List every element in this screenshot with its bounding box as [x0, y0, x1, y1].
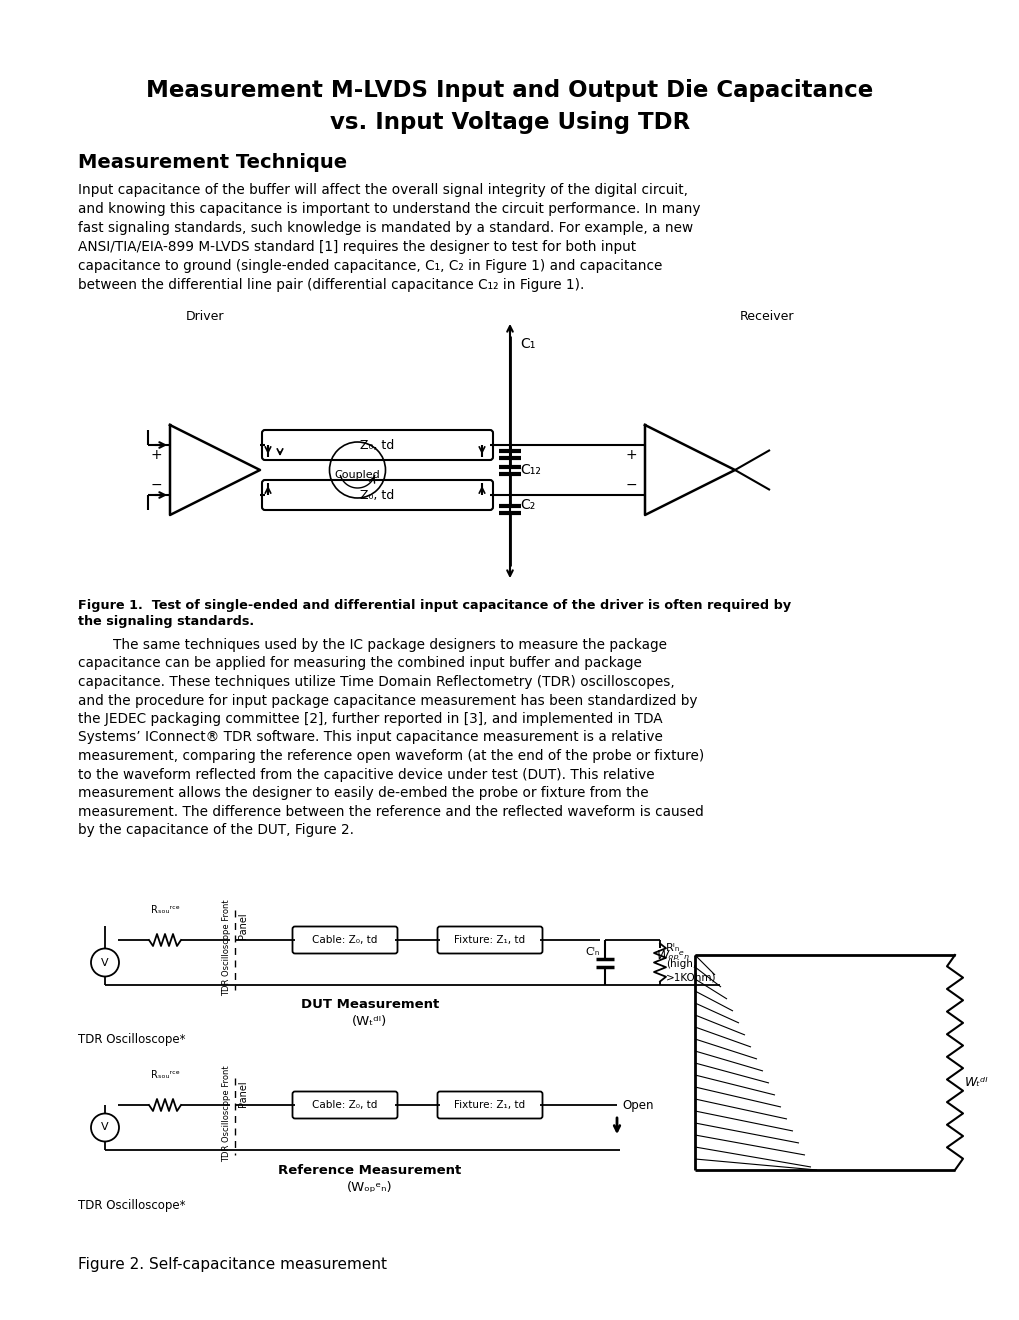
Text: −: − — [625, 478, 637, 492]
FancyBboxPatch shape — [262, 480, 492, 510]
Text: TDR Oscilloscope Front: TDR Oscilloscope Front — [222, 899, 231, 995]
Text: Panel: Panel — [237, 912, 248, 939]
Text: the JEDEC packaging committee [2], further reported in [3], and implemented in T: the JEDEC packaging committee [2], furth… — [77, 711, 662, 726]
Text: measurement allows the designer to easily de-embed the probe or fixture from the: measurement allows the designer to easil… — [77, 785, 648, 800]
FancyBboxPatch shape — [262, 430, 492, 459]
Text: Receiver: Receiver — [739, 310, 794, 323]
Text: V: V — [101, 1122, 109, 1133]
FancyBboxPatch shape — [292, 1092, 397, 1118]
Text: Rᴵₙ: Rᴵₙ — [665, 942, 680, 953]
Text: Measurement M-LVDS Input and Output Die Capacitance: Measurement M-LVDS Input and Output Die … — [147, 78, 872, 102]
Text: Z₀, td: Z₀, td — [360, 488, 394, 502]
Text: vs. Input Voltage Using TDR: vs. Input Voltage Using TDR — [329, 111, 690, 133]
Text: Wₒₚᵉₙ: Wₒₚᵉₙ — [656, 949, 689, 961]
Text: capacitance. These techniques utilize Time Domain Reflectometry (TDR) oscillosco: capacitance. These techniques utilize Ti… — [77, 675, 675, 689]
Text: Cable: Z₀, td: Cable: Z₀, td — [312, 1100, 377, 1110]
Text: fast signaling standards, such knowledge is mandated by a standard. For example,: fast signaling standards, such knowledge… — [77, 220, 693, 235]
Text: Panel: Panel — [237, 1080, 248, 1106]
Text: (Wₜᵈᴵ): (Wₜᵈᴵ) — [352, 1015, 387, 1028]
Text: Fixture: Z₁, td: Fixture: Z₁, td — [454, 1100, 525, 1110]
Text: V: V — [101, 957, 109, 968]
FancyBboxPatch shape — [437, 1092, 542, 1118]
Text: and the procedure for input package capacitance measurement has been standardize: and the procedure for input package capa… — [77, 693, 697, 708]
Text: ANSI/TIA/EIA-899 M-LVDS standard [1] requires the designer to test for both inpu: ANSI/TIA/EIA-899 M-LVDS standard [1] req… — [77, 240, 636, 253]
Text: capacitance to ground (single-ended capacitance, C₁, C₂ in Figure 1) and capacit: capacitance to ground (single-ended capa… — [77, 259, 661, 273]
Text: TDR Oscilloscope*: TDR Oscilloscope* — [77, 1199, 185, 1212]
Text: by the capacitance of the DUT, Figure 2.: by the capacitance of the DUT, Figure 2. — [77, 822, 354, 837]
Text: The same techniques used by the IC package designers to measure the package: The same techniques used by the IC packa… — [77, 638, 666, 652]
FancyBboxPatch shape — [437, 927, 542, 953]
Text: Input capacitance of the buffer will affect the overall signal integrity of the : Input capacitance of the buffer will aff… — [77, 183, 688, 197]
Text: Z₀, td: Z₀, td — [360, 438, 394, 451]
Text: DUT Measurement: DUT Measurement — [301, 998, 439, 1011]
Text: Coupled: Coupled — [334, 470, 380, 480]
Text: +: + — [150, 447, 162, 462]
Text: Driver: Driver — [185, 310, 224, 323]
Text: between the differential line pair (differential capacitance C₁₂ in Figure 1).: between the differential line pair (diff… — [77, 279, 584, 292]
Text: +: + — [625, 447, 637, 462]
Text: Reference Measurement: Reference Measurement — [278, 1163, 462, 1176]
Text: C₁₂: C₁₂ — [520, 463, 540, 477]
Text: Measurement Technique: Measurement Technique — [77, 153, 346, 172]
Text: (high,: (high, — [665, 960, 696, 969]
Text: Rₛₒᵤʳᶜᵉ: Rₛₒᵤʳᶜᵉ — [151, 1071, 179, 1080]
Text: C₂: C₂ — [520, 498, 535, 512]
Text: capacitance can be applied for measuring the combined input buffer and package: capacitance can be applied for measuring… — [77, 656, 641, 671]
Text: (Wₒₚᵉₙ): (Wₒₚᵉₙ) — [346, 1180, 392, 1193]
Text: Open: Open — [622, 1098, 653, 1111]
Text: Cᴵₙ: Cᴵₙ — [585, 946, 599, 957]
Text: the signaling standards.: the signaling standards. — [77, 615, 254, 628]
Text: Fixture: Z₁, td: Fixture: Z₁, td — [454, 935, 525, 945]
Text: C₁: C₁ — [520, 337, 535, 351]
Text: TDR Oscilloscope*: TDR Oscilloscope* — [77, 1034, 185, 1047]
Text: to the waveform reflected from the capacitive device under test (DUT). This rela: to the waveform reflected from the capac… — [77, 767, 654, 781]
Text: >1KOhm): >1KOhm) — [665, 973, 715, 983]
Text: TDR Oscilloscope Front: TDR Oscilloscope Front — [222, 1065, 231, 1163]
Text: Rₛₒᵤʳᶜᵉ: Rₛₒᵤʳᶜᵉ — [151, 906, 179, 915]
FancyBboxPatch shape — [292, 927, 397, 953]
Text: Figure 2. Self-capacitance measurement: Figure 2. Self-capacitance measurement — [77, 1258, 386, 1272]
Text: measurement. The difference between the reference and the reflected waveform is : measurement. The difference between the … — [77, 804, 703, 818]
Text: Figure 1.  Test of single-ended and differential input capacitance of the driver: Figure 1. Test of single-ended and diffe… — [77, 598, 791, 611]
Text: Cable: Z₀, td: Cable: Z₀, td — [312, 935, 377, 945]
Text: Systems’ IConnect® TDR software. This input capacitance measurement is a relativ: Systems’ IConnect® TDR software. This in… — [77, 730, 662, 744]
Text: −: − — [150, 478, 162, 492]
Text: measurement, comparing the reference open waveform (at the end of the probe or f: measurement, comparing the reference ope… — [77, 748, 703, 763]
Text: and knowing this capacitance is important to understand the circuit performance.: and knowing this capacitance is importan… — [77, 202, 700, 216]
Text: Wₜᵈᴵ: Wₜᵈᴵ — [964, 1076, 987, 1089]
